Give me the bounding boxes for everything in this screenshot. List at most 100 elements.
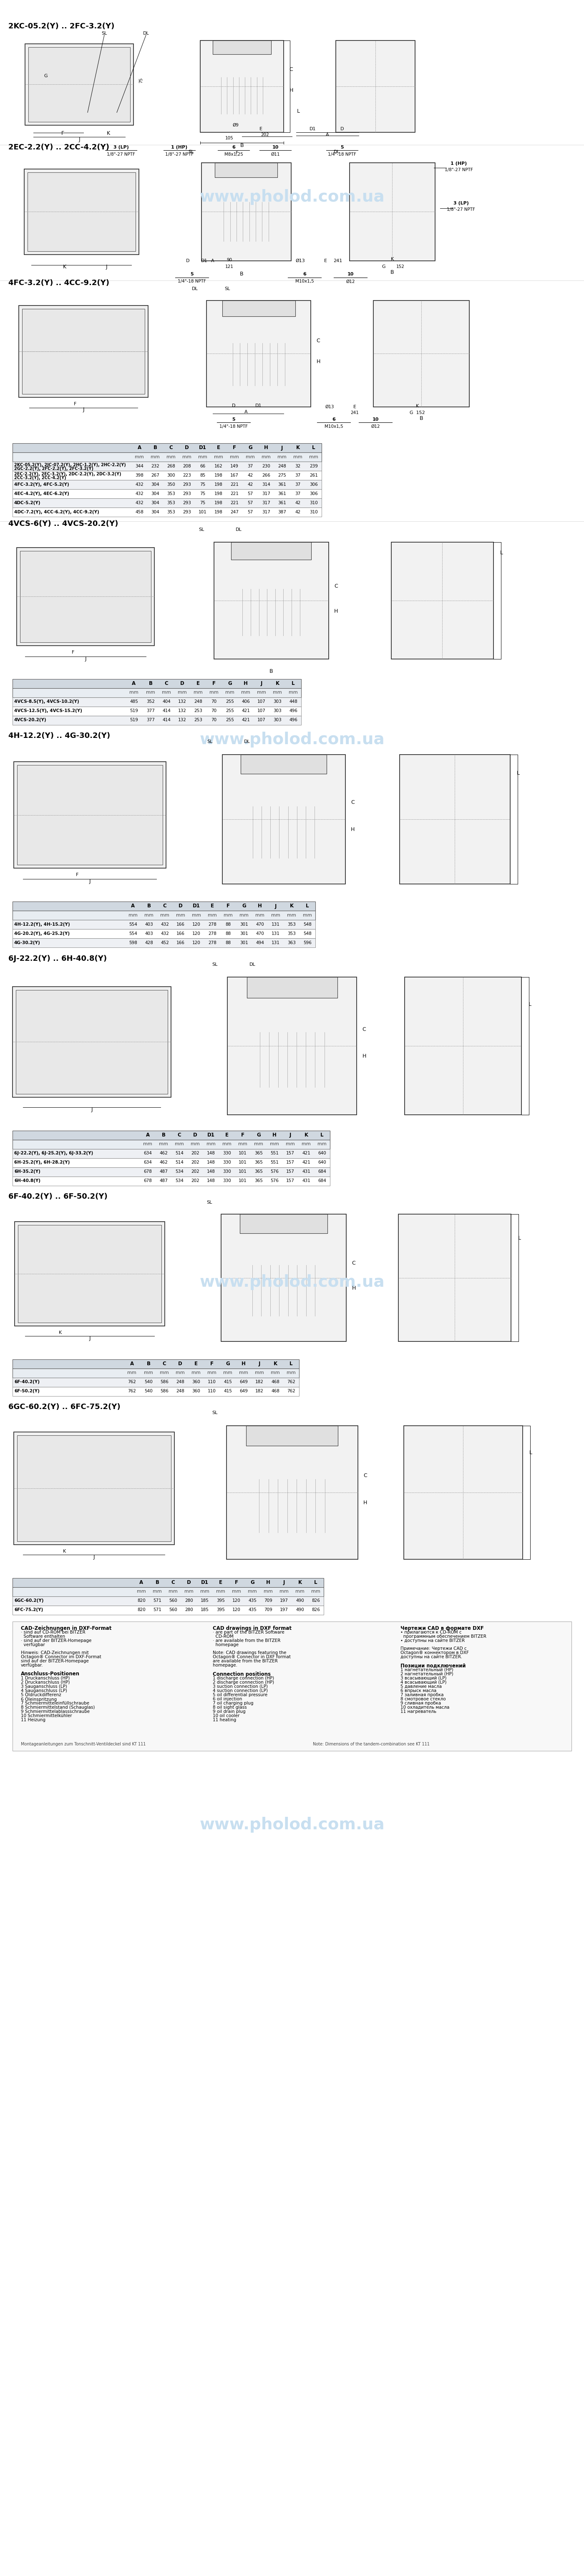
Text: 403: 403 [145,922,153,927]
Bar [12,1579,324,1587]
Text: 42: 42 [248,482,253,487]
Circle shape [117,569,137,587]
Bar [12,1131,330,1139]
Text: E: E [225,1133,228,1139]
Text: H: H [317,358,320,366]
Text: D1: D1 [199,446,207,451]
Bar [240,1213,328,1234]
Bar [246,1425,338,1445]
Text: H: H [363,1499,367,1504]
Bar [12,930,315,938]
Text: 148: 148 [207,1151,215,1157]
Bar [336,41,415,131]
Circle shape [39,90,55,108]
Text: C: C [317,337,320,343]
Text: 152: 152 [397,265,405,268]
Text: Ø13: Ø13 [296,258,305,263]
Text: 57: 57 [248,492,253,495]
Circle shape [474,1005,480,1010]
Text: DL: DL [143,31,149,36]
Text: 365: 365 [255,1162,263,1164]
Text: 131: 131 [272,940,280,945]
Text: 197: 197 [280,1600,288,1602]
Text: 1 (HP): 1 (HP) [451,162,467,165]
Text: 253: 253 [194,708,202,714]
Text: 10 Schmiermittelkühler: 10 Schmiermittelkühler [21,1713,72,1718]
Bar [12,680,301,688]
Text: Software enthalten: Software enthalten [21,1633,65,1638]
Circle shape [484,1260,490,1265]
Circle shape [80,1056,103,1079]
Text: · sind auf CD-ROM bei BITZER: · sind auf CD-ROM bei BITZER [21,1631,85,1633]
Bar [241,755,326,773]
Text: 70: 70 [211,708,217,714]
Circle shape [415,198,419,201]
Text: C: C [163,904,166,909]
Text: C: C [362,1025,366,1033]
Text: 278: 278 [208,922,217,927]
Text: mm: mm [146,690,155,696]
Bar [29,46,130,121]
Circle shape [39,219,55,234]
Text: 132: 132 [178,719,186,721]
Bar [25,44,134,126]
Text: 3 Sauganschluss (LP): 3 Sauganschluss (LP) [21,1685,67,1687]
Circle shape [126,1056,150,1079]
Text: B: B [240,270,244,276]
Circle shape [383,111,387,116]
Bar [24,170,139,255]
Circle shape [79,1244,100,1265]
Bar [200,41,284,131]
Text: A: A [140,1579,143,1584]
Circle shape [34,1056,58,1079]
Text: 395: 395 [217,1607,225,1613]
Text: mm: mm [151,456,159,459]
Text: 4VCS-12.5(Y), 4VCS-15.2(Y): 4VCS-12.5(Y), 4VCS-15.2(Y) [14,708,82,714]
Text: 300: 300 [167,474,175,477]
Text: H: H [266,1579,270,1584]
Text: 519: 519 [130,708,138,714]
Text: 640: 640 [318,1151,326,1157]
Text: mm: mm [130,690,138,696]
Text: G  152: G 152 [409,410,425,415]
Text: Примечание: Чертежи CAD с: Примечание: Чертежи CAD с [401,1646,467,1651]
Text: mm: mm [255,1370,264,1376]
Text: E: E [219,1579,223,1584]
Text: 330: 330 [223,1180,231,1182]
Text: · are available from the BITZER: · are available from the BITZER [213,1638,280,1643]
Text: 330: 330 [223,1170,231,1175]
Text: 255: 255 [225,708,234,714]
Text: E: E [324,258,327,263]
Text: 1/8"-27 NPTF: 1/8"-27 NPTF [107,152,135,157]
Text: 3 suction connection (LP): 3 suction connection (LP) [213,1685,268,1687]
Text: 120: 120 [192,922,200,927]
Text: 462: 462 [159,1162,168,1164]
Circle shape [33,1010,55,1033]
Text: mm: mm [159,1141,168,1146]
Text: 166: 166 [176,940,185,945]
Text: 9 сливная пробка: 9 сливная пробка [401,1700,441,1705]
Text: 107: 107 [258,701,266,703]
Text: 310: 310 [310,510,318,515]
Text: 105: 105 [225,137,234,139]
Text: 826: 826 [312,1600,320,1602]
Circle shape [447,363,451,368]
Bar [22,309,145,394]
Text: D1: D1 [201,258,208,263]
Text: 4VCS-6(Y) .. 4VCS-20.2(Y): 4VCS-6(Y) .. 4VCS-20.2(Y) [8,520,118,528]
Text: G: G [228,680,232,685]
Text: 571: 571 [153,1607,161,1613]
Text: 571: 571 [153,1600,161,1602]
Circle shape [82,1497,105,1520]
Text: 278: 278 [208,940,217,945]
Circle shape [408,381,412,386]
Text: 88: 88 [225,922,231,927]
Text: 8 Schmiermittelstand (Schauglas): 8 Schmiermittelstand (Schauglas) [21,1705,95,1710]
Text: DL: DL [192,286,198,291]
Text: 6 oil injection: 6 oil injection [213,1698,242,1700]
Text: 221: 221 [230,482,239,487]
Text: G: G [382,265,385,268]
Bar [12,987,171,1097]
Text: 762: 762 [287,1381,296,1383]
Text: H: H [242,1360,246,1365]
